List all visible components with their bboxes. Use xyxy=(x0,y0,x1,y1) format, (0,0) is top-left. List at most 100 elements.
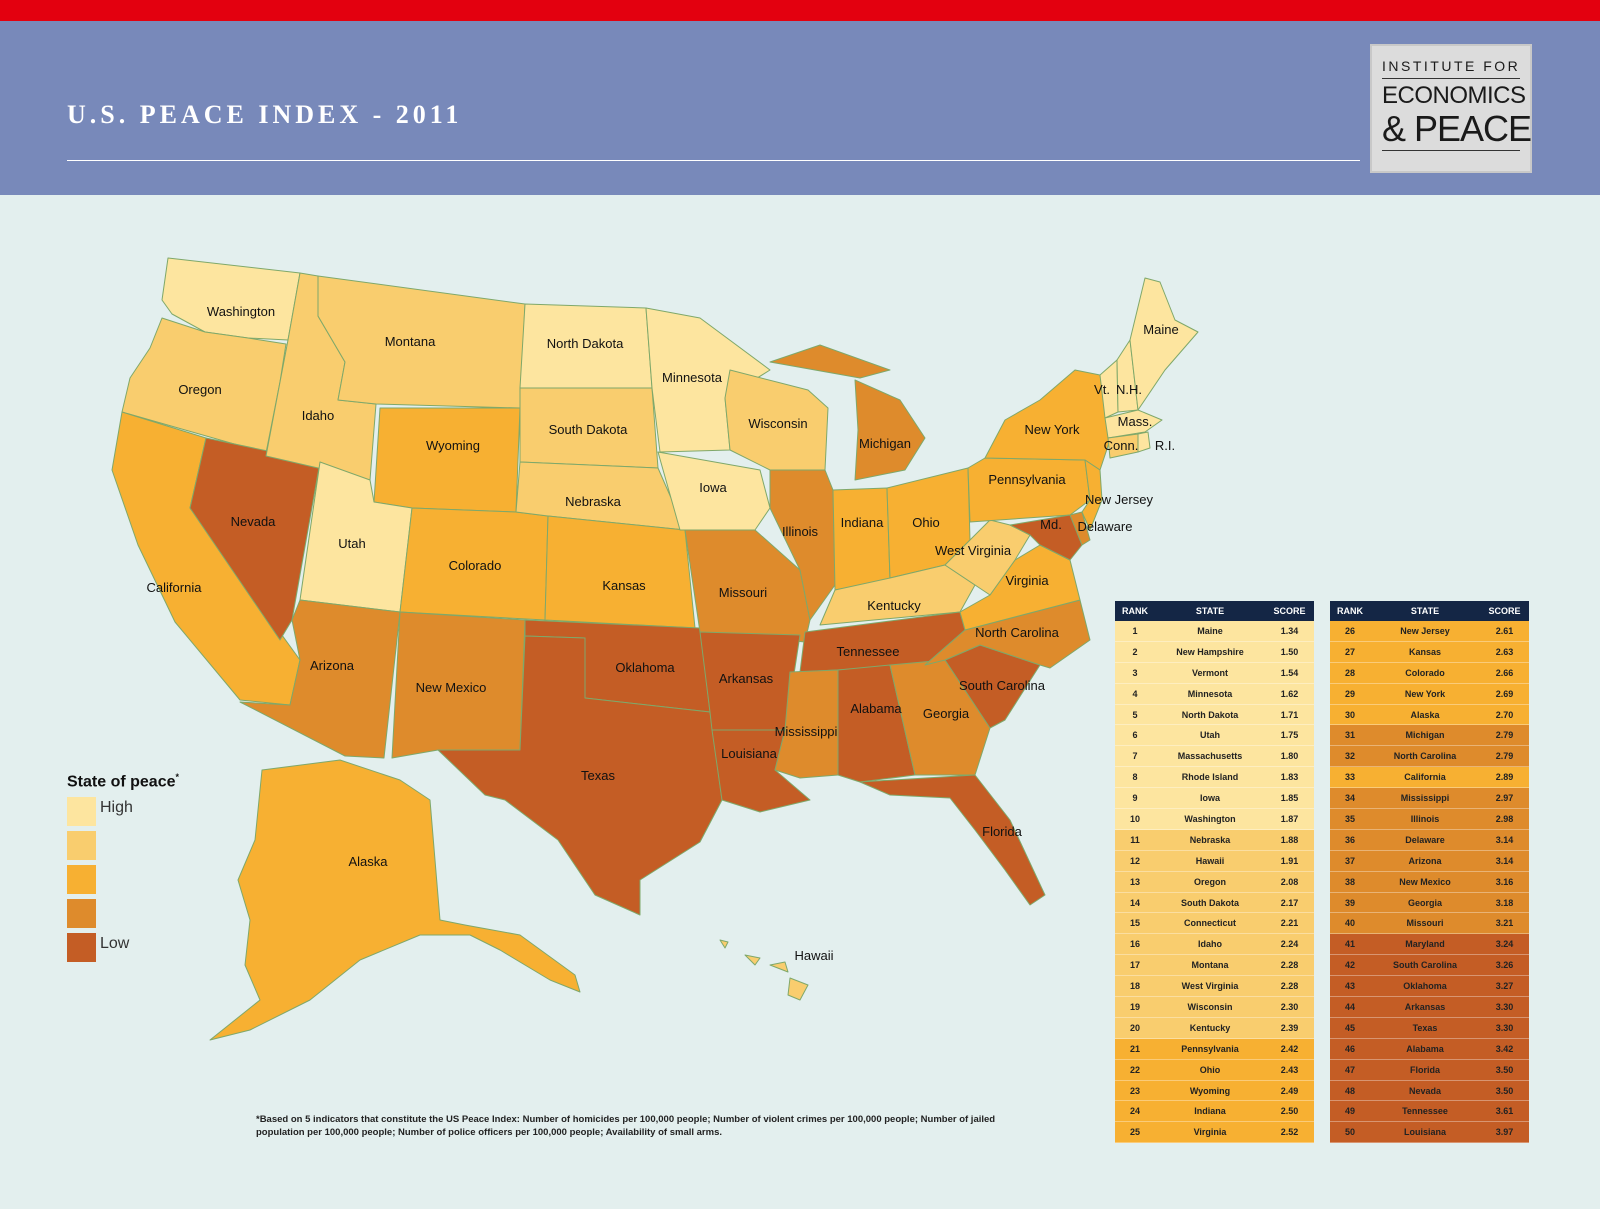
score-cell: 3.50 xyxy=(1495,1085,1514,1096)
table-row: 28 Colorado 2.66 xyxy=(1330,662,1529,684)
table-row: 47 Florida 3.50 xyxy=(1330,1059,1529,1081)
page-title: U.S. PEACE INDEX - 2011 xyxy=(67,100,463,129)
legend-title: State of peace* xyxy=(67,772,179,791)
score-cell: 1.85 xyxy=(1280,793,1299,804)
table-row: 4 Minnesota 1.62 xyxy=(1115,683,1314,705)
legend-swatch-2 xyxy=(67,831,96,861)
label-north-carolina: North Carolina xyxy=(975,625,1060,640)
state-cell: Pennsylvania xyxy=(1181,1043,1239,1054)
table-row: 43 Oklahoma 3.27 xyxy=(1330,976,1529,998)
state-illinois xyxy=(769,469,836,621)
label-nevada: Nevada xyxy=(231,514,277,529)
score-cell: 2.21 xyxy=(1280,918,1299,929)
label-tennessee: Tennessee xyxy=(837,644,900,659)
state-cell: Minnesota xyxy=(1187,688,1233,699)
score-cell: 3.42 xyxy=(1495,1043,1514,1054)
table-row: 7 Massachusetts 1.80 xyxy=(1115,746,1314,768)
table-row: 8 Rhode Island 1.83 xyxy=(1115,767,1314,789)
score-cell: 1.83 xyxy=(1280,772,1299,783)
table-row: 37 Arizona 3.14 xyxy=(1330,850,1529,872)
state-wyoming xyxy=(373,407,521,513)
score-cell: 2.98 xyxy=(1495,813,1514,824)
state-cell: Ohio xyxy=(1199,1064,1221,1075)
label-michigan: Michigan xyxy=(859,436,911,451)
state-labels: Washington Oregon California Nevada Idah… xyxy=(147,304,1179,963)
state-cell: Hawaii xyxy=(1195,855,1225,866)
header-state: STATE xyxy=(1410,606,1440,616)
score-cell: 2.39 xyxy=(1280,1022,1299,1033)
state-cell: Virginia xyxy=(1193,1127,1227,1138)
score-cell: 1.75 xyxy=(1280,730,1299,741)
rank-cell: 49 xyxy=(1344,1106,1355,1117)
table-header-right: RANK STATE SCORE xyxy=(1330,601,1529,621)
state-cell: Iowa xyxy=(1199,793,1220,804)
state-cell: Missouri xyxy=(1406,918,1444,929)
score-cell: 2.63 xyxy=(1495,646,1514,657)
table-row: 12 Hawaii 1.91 xyxy=(1115,850,1314,872)
rank-cell: 32 xyxy=(1344,751,1355,762)
score-cell: 2.79 xyxy=(1495,730,1514,741)
table-row: 48 Nevada 3.50 xyxy=(1330,1080,1529,1102)
legend-title-text: State of peace xyxy=(67,773,176,791)
label-washington: Washington xyxy=(207,304,275,319)
state-cell: Delaware xyxy=(1405,834,1445,845)
rank-cell: 20 xyxy=(1129,1022,1140,1033)
rank-cell: 29 xyxy=(1344,688,1355,699)
rank-cell: 18 xyxy=(1129,981,1140,992)
state-cell: North Carolina xyxy=(1393,751,1457,762)
score-cell: 1.54 xyxy=(1280,667,1299,678)
state-alaska xyxy=(209,759,581,1041)
rank-cell: 16 xyxy=(1129,939,1140,950)
header-score: SCORE xyxy=(1273,606,1306,616)
score-cell: 1.91 xyxy=(1280,855,1299,866)
table-row: 9 Iowa 1.85 xyxy=(1115,788,1314,810)
label-colorado: Colorado xyxy=(449,558,502,573)
label-virginia: Virginia xyxy=(1005,573,1049,588)
state-delaware xyxy=(1069,511,1091,546)
table-row: 5 North Dakota 1.71 xyxy=(1115,704,1314,726)
state-cell: Michigan xyxy=(1405,730,1445,741)
state-cell: South Dakota xyxy=(1180,897,1239,908)
state-kansas xyxy=(544,515,696,629)
state-cell: Indiana xyxy=(1194,1106,1226,1117)
legend-swatch-4 xyxy=(67,899,96,929)
label-maine: Maine xyxy=(1143,322,1178,337)
state-cell: Tennessee xyxy=(1402,1106,1448,1117)
score-cell: 3.24 xyxy=(1495,939,1514,950)
state-cell: North Dakota xyxy=(1181,709,1239,720)
us-map-area: Washington Oregon California Nevada Idah… xyxy=(0,195,1600,1209)
table-row: 16 Idaho 2.24 xyxy=(1115,934,1314,956)
rank-cell: 17 xyxy=(1129,960,1140,971)
label-indiana: Indiana xyxy=(841,515,884,530)
rank-cell: 34 xyxy=(1344,793,1355,804)
rank-cell: 19 xyxy=(1129,1001,1140,1012)
state-iowa xyxy=(657,451,771,531)
label-connecticut: Conn. xyxy=(1104,438,1139,453)
state-cell: California xyxy=(1404,772,1446,783)
label-south-dakota: South Dakota xyxy=(549,422,629,437)
table-row: 22 Ohio 2.43 xyxy=(1115,1059,1314,1081)
table-row: 45 Texas 3.30 xyxy=(1330,1017,1529,1039)
table-row: 25 Virginia 2.52 xyxy=(1115,1122,1314,1144)
label-rhode-island: R.I. xyxy=(1155,438,1175,453)
score-cell: 2.42 xyxy=(1280,1043,1299,1054)
table-row: 42 South Carolina 3.26 xyxy=(1330,955,1529,977)
table-row: 41 Maryland 3.24 xyxy=(1330,934,1529,956)
score-cell: 2.24 xyxy=(1280,939,1299,950)
table-row: 14 South Dakota 2.17 xyxy=(1115,892,1314,914)
label-north-dakota: North Dakota xyxy=(547,336,624,351)
score-cell: 2.50 xyxy=(1280,1106,1299,1117)
rank-cell: 14 xyxy=(1129,897,1140,908)
state-cell: Alaska xyxy=(1410,709,1440,720)
rank-cell: 1 xyxy=(1132,625,1138,636)
score-cell: 2.66 xyxy=(1495,667,1514,678)
state-cell: Washington xyxy=(1184,813,1236,824)
label-iowa: Iowa xyxy=(699,480,727,495)
score-cell: 2.30 xyxy=(1280,1001,1299,1012)
rank-cell: 12 xyxy=(1129,855,1140,866)
score-cell: 2.61 xyxy=(1495,625,1514,636)
legend-item-2 xyxy=(67,829,179,863)
state-cell: Rhode Island xyxy=(1181,772,1239,783)
score-cell: 1.62 xyxy=(1280,688,1299,699)
logo-line-2: ECONOMICS xyxy=(1382,82,1526,109)
